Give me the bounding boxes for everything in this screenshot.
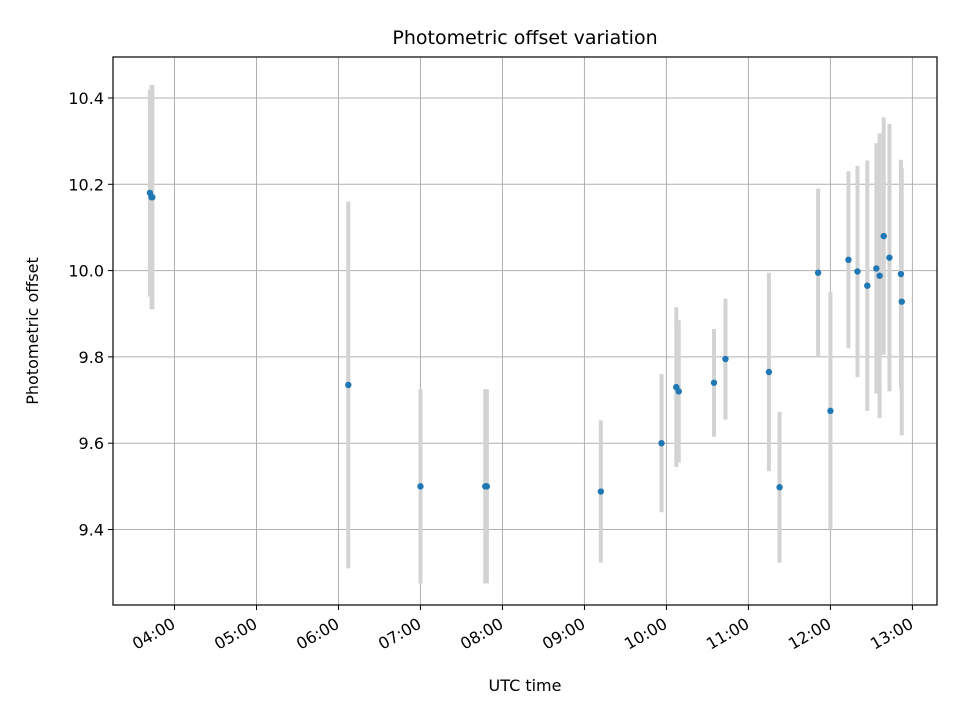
data-point	[814, 269, 822, 276]
data-point	[417, 483, 424, 490]
data-point	[597, 488, 605, 495]
data-point	[854, 268, 861, 275]
data-point	[710, 379, 718, 386]
data-point	[898, 298, 905, 305]
data-points	[146, 189, 905, 495]
data-point	[845, 256, 852, 264]
grid	[113, 57, 937, 605]
x-axis-label: UTC time	[489, 676, 562, 695]
y-tick-label: 9.8	[79, 348, 104, 367]
data-point	[149, 194, 156, 201]
data-point	[873, 265, 880, 272]
data-point	[345, 381, 352, 389]
y-tick-label: 10.4	[68, 89, 104, 108]
data-point	[658, 439, 665, 447]
data-point	[897, 270, 905, 278]
data-point	[880, 232, 887, 240]
chart-title: Photometric offset variation	[392, 27, 657, 49]
y-tick-label: 10.0	[68, 262, 104, 281]
y-tick-label: 9.6	[79, 434, 104, 453]
data-point	[722, 355, 729, 363]
plot-frame	[112, 56, 938, 606]
data-point	[876, 272, 883, 279]
data-point	[864, 282, 871, 289]
y-tick-label: 10.2	[68, 175, 104, 194]
data-point	[675, 388, 682, 395]
data-point	[483, 483, 491, 490]
y-axis-label: Photometric offset	[23, 257, 42, 405]
data-point	[886, 254, 893, 261]
data-point	[827, 407, 834, 415]
data-point	[776, 484, 783, 491]
y-tick-label: 9.4	[79, 520, 104, 539]
y-axis-ticks: 9.4 9.6 9.8 10.0 10.2 10.4	[68, 89, 113, 539]
plot-area	[113, 57, 937, 605]
data-point	[765, 368, 773, 376]
